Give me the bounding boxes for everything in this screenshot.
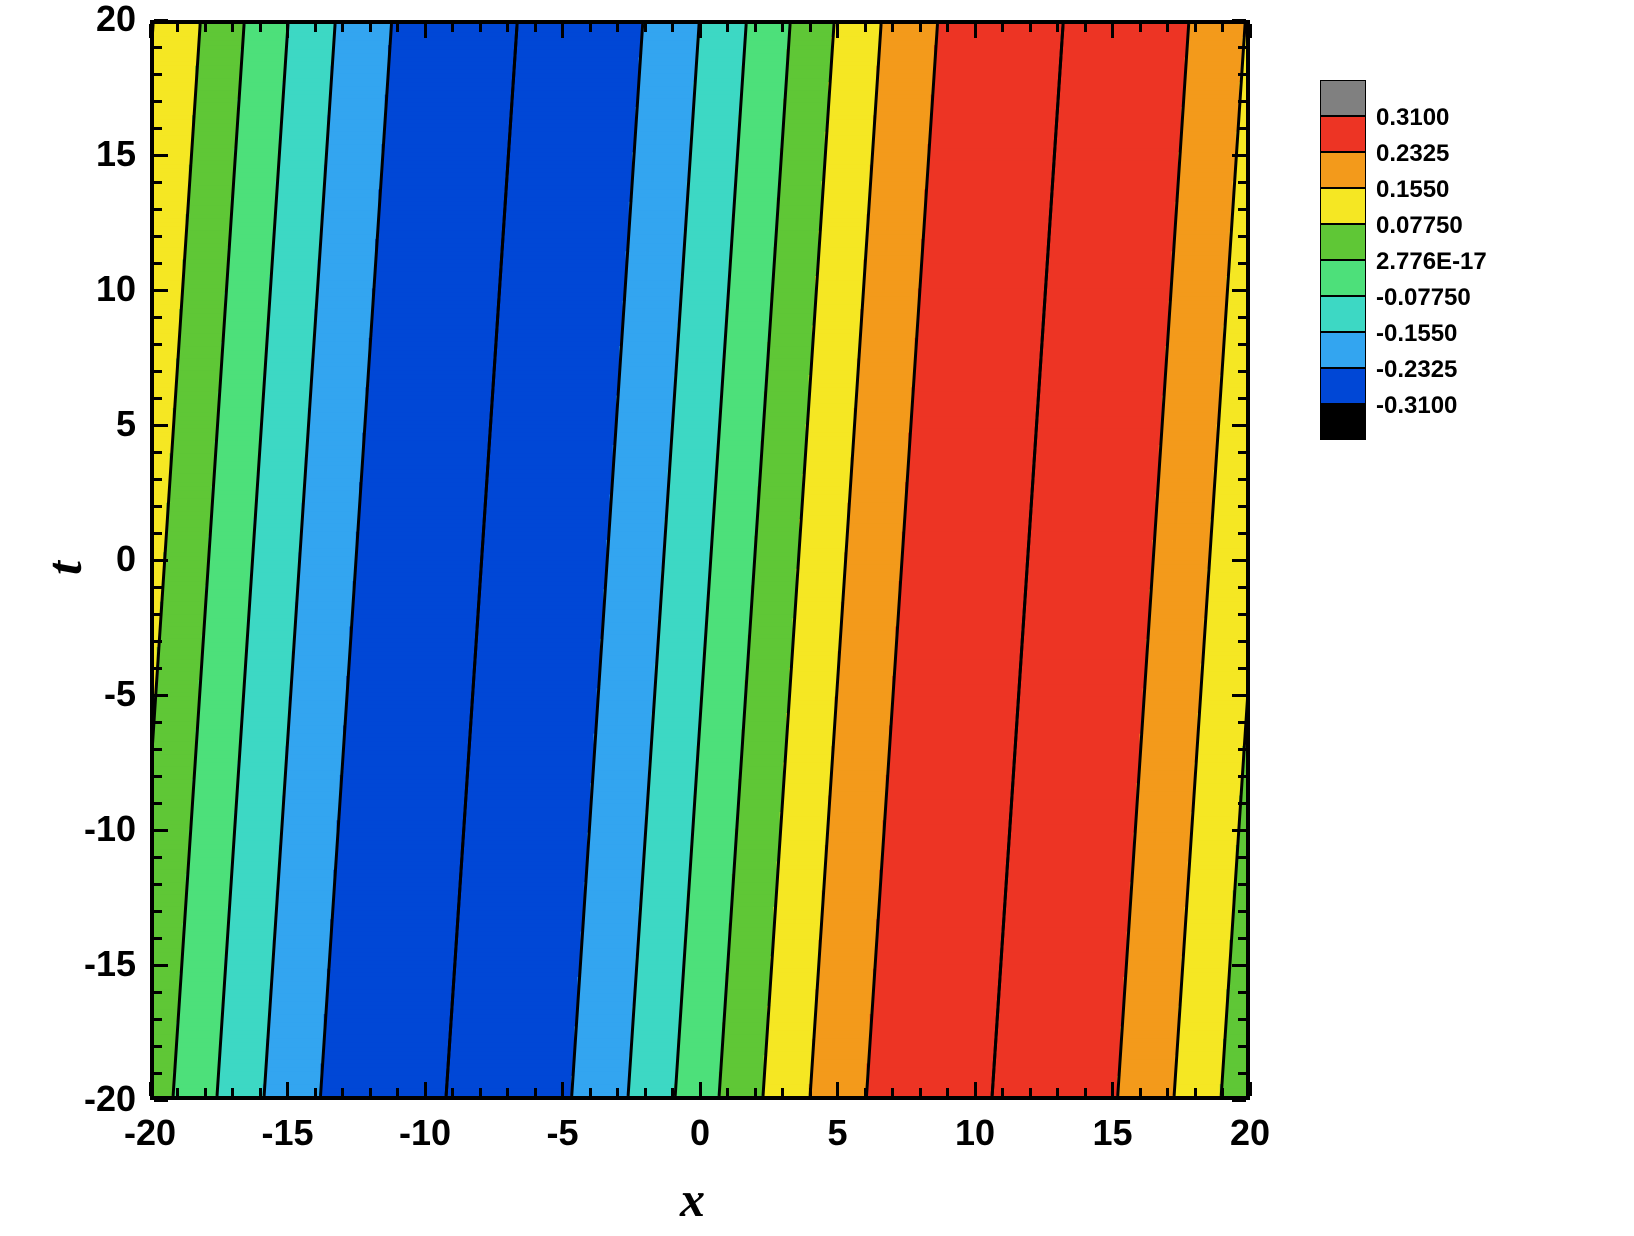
tick-label: -15	[84, 943, 136, 985]
tick-label: 15	[1063, 1112, 1163, 1154]
tick-label: -5	[513, 1112, 613, 1154]
tick-label: 5	[788, 1112, 888, 1154]
legend-label: 0.1550	[1376, 176, 1449, 204]
legend-label: 2.776E-17	[1376, 248, 1487, 276]
tick-label: 10	[96, 268, 136, 310]
legend-swatch	[1320, 296, 1366, 332]
tick-label: 15	[96, 133, 136, 175]
legend-swatch	[1320, 404, 1366, 440]
legend-swatch	[1320, 368, 1366, 404]
figure: -20-15-10-505101520-20-15-10-505101520 x…	[0, 0, 1634, 1236]
legend-label: -0.2325	[1376, 356, 1457, 384]
legend-label: -0.07750	[1376, 284, 1471, 312]
legend-swatch	[1320, 260, 1366, 296]
x-axis-label: x	[680, 1170, 705, 1228]
legend-label: -0.1550	[1376, 320, 1457, 348]
legend-swatch	[1320, 188, 1366, 224]
legend-swatch	[1320, 224, 1366, 260]
legend-label: -0.3100	[1376, 392, 1457, 420]
y-axis-label: t	[35, 561, 93, 575]
tick-label: 0	[116, 538, 136, 580]
legend-label: 0.2325	[1376, 140, 1449, 168]
legend-swatch	[1320, 80, 1366, 116]
tick-label: 5	[116, 403, 136, 445]
tick-label: -20	[84, 1078, 136, 1120]
legend-label: 0.3100	[1376, 104, 1449, 132]
plot-area	[150, 20, 1250, 1100]
tick-label: 10	[925, 1112, 1025, 1154]
legend-swatch	[1320, 332, 1366, 368]
tick-label: 20	[96, 0, 136, 40]
legend-label: 0.07750	[1376, 212, 1463, 240]
contour-plot	[154, 24, 1246, 1096]
tick-label: -15	[238, 1112, 338, 1154]
tick-label: -10	[84, 808, 136, 850]
tick-label: -5	[104, 673, 136, 715]
tick-label: 0	[650, 1112, 750, 1154]
legend-swatch	[1320, 116, 1366, 152]
tick-label: -10	[375, 1112, 475, 1154]
tick-label: 20	[1200, 1112, 1300, 1154]
legend-swatch	[1320, 152, 1366, 188]
